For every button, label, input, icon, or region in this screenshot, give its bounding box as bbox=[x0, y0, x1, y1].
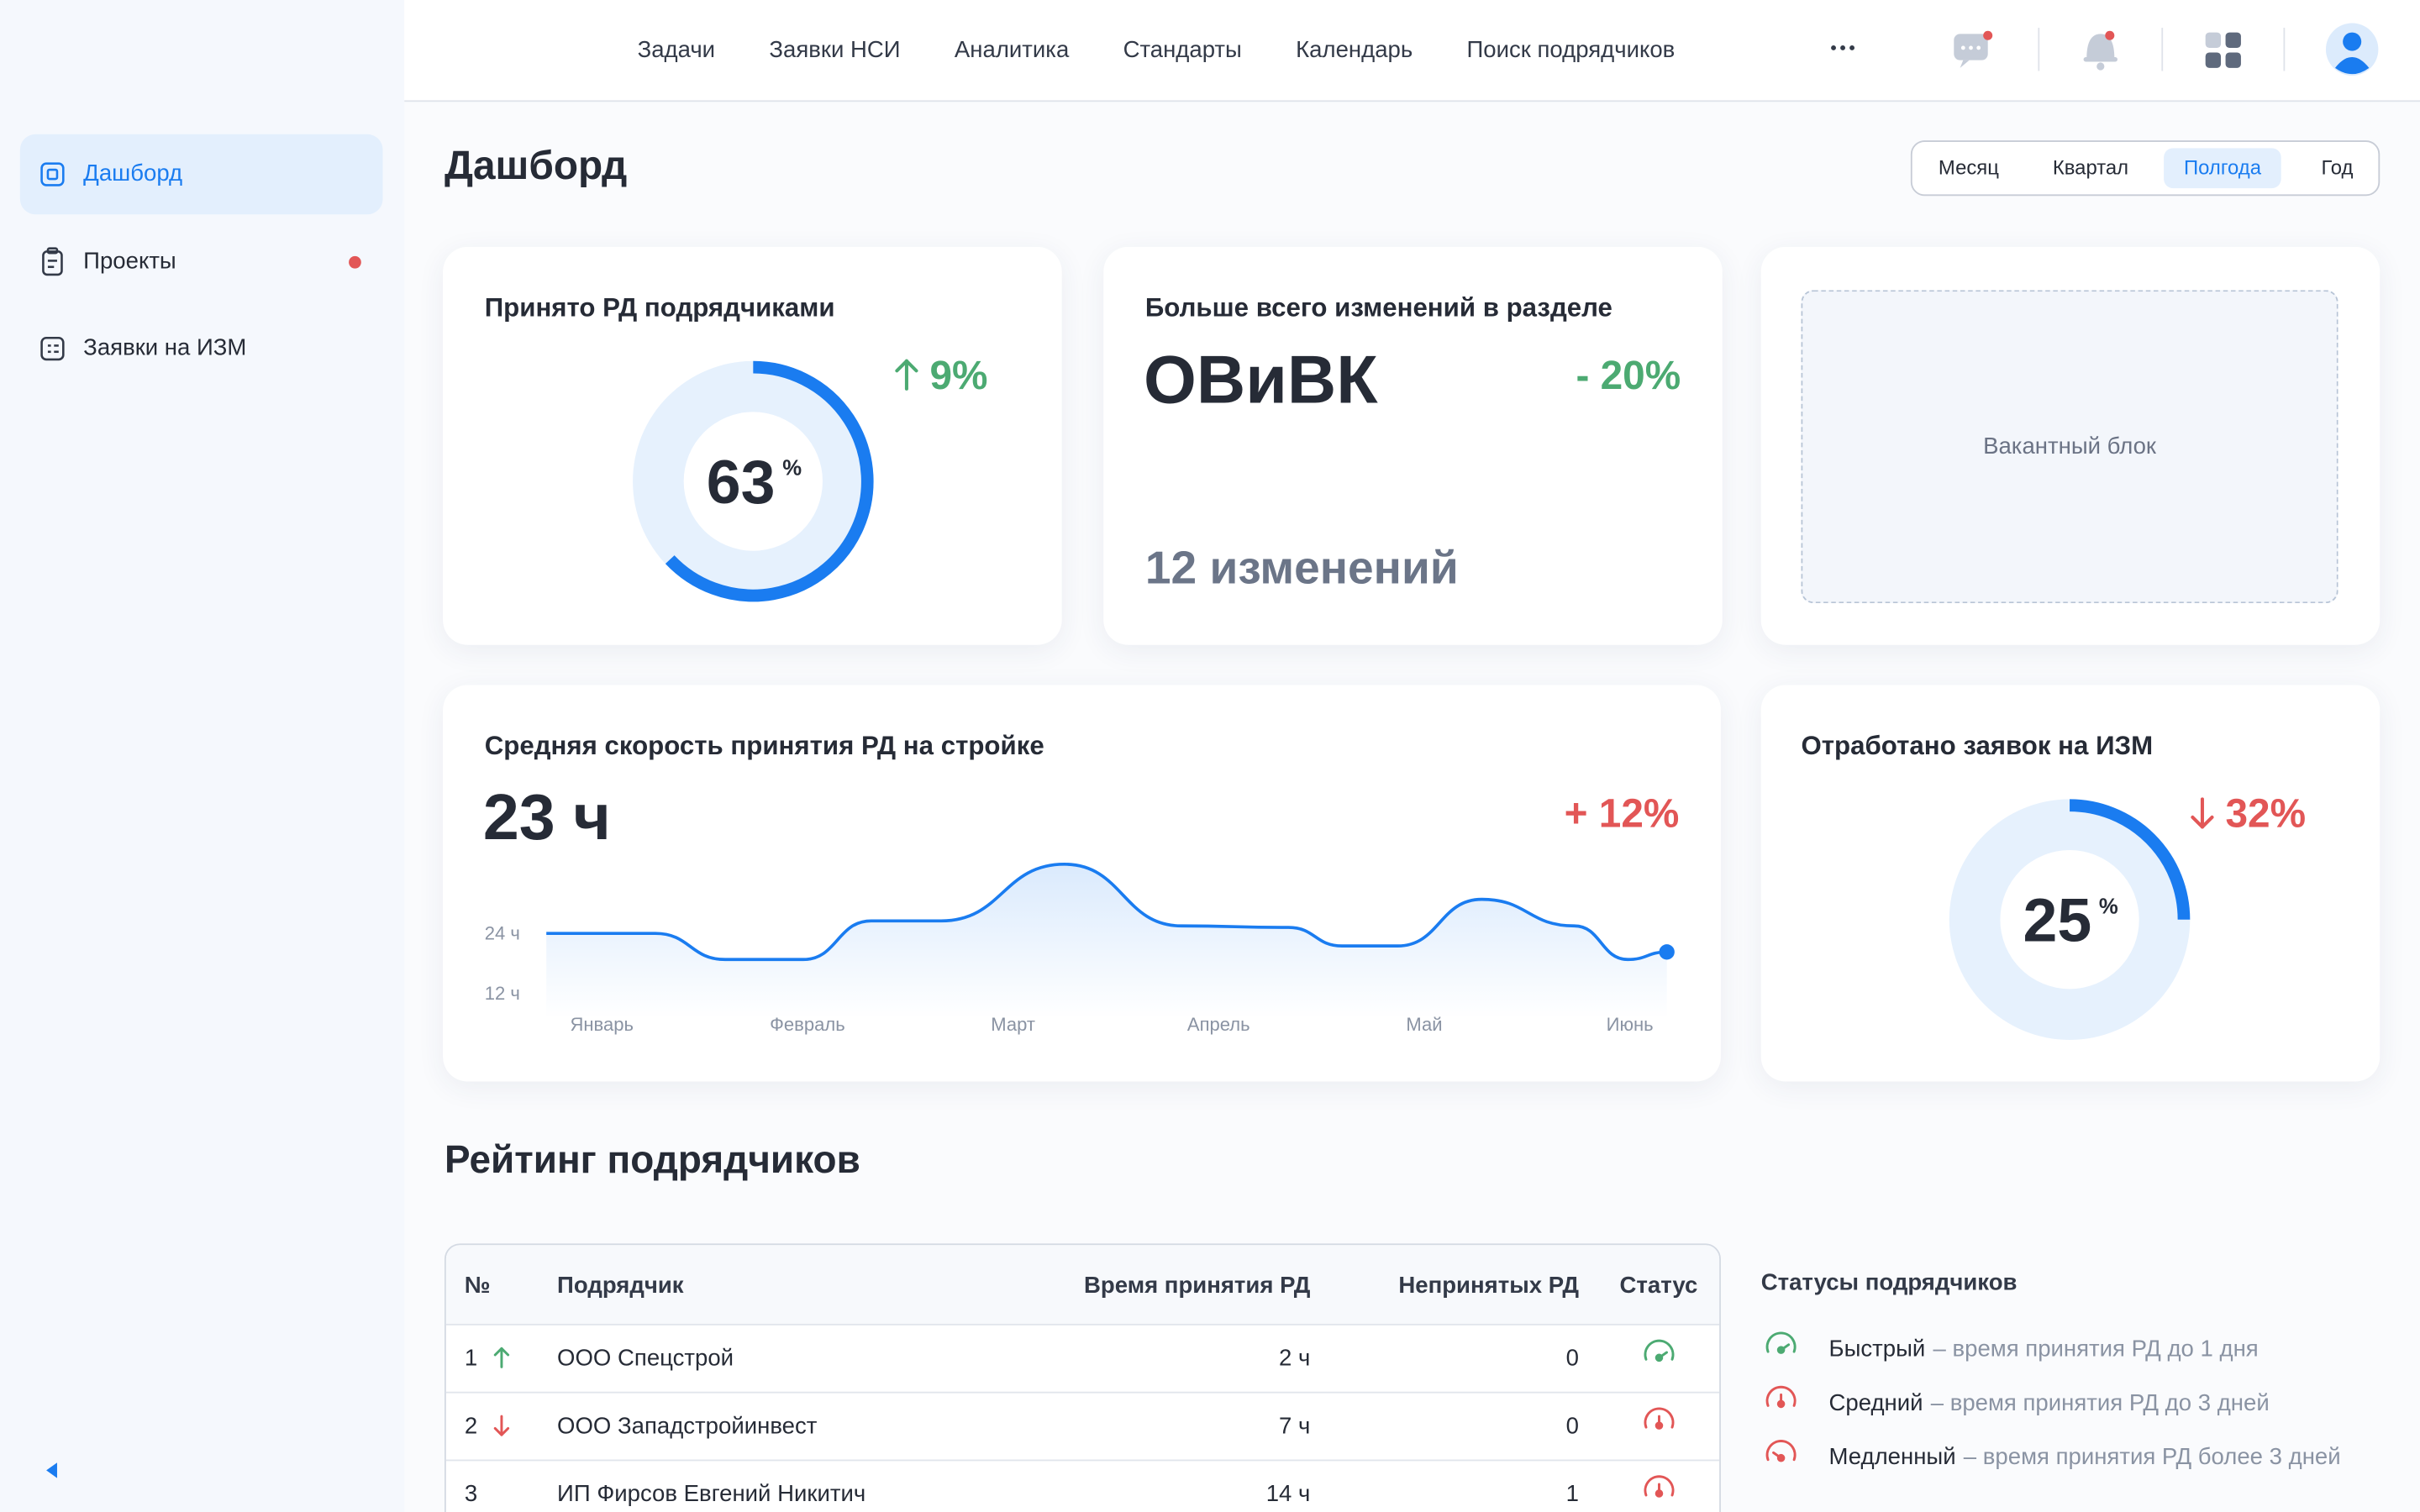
card-footer: 12 изменений bbox=[1144, 543, 1459, 595]
sidebar-item[interactable]: Заявки на ИЗМ bbox=[20, 308, 383, 389]
period-option[interactable]: Полгода bbox=[2164, 148, 2281, 189]
card-delta: - 20% bbox=[1576, 351, 1681, 398]
legend-name: Быстрый bbox=[1828, 1336, 1926, 1362]
table-header-cell: Непринятых РД bbox=[1398, 1273, 1579, 1299]
table-cell: 0 bbox=[1565, 1345, 1579, 1372]
table-cell: 2 bbox=[464, 1413, 478, 1440]
card-title: Средняя скорость принятия РД на стройке bbox=[484, 731, 1044, 761]
status-icon bbox=[1765, 1385, 1797, 1409]
table-cell: 1 bbox=[464, 1345, 478, 1372]
table-header-cell: Время принятия РД bbox=[1084, 1273, 1311, 1299]
card: Средняя скорость принятия РД на стройке … bbox=[443, 685, 1721, 1082]
header: Задачи Заявки НСИ Аналитика Стандарты Календ… bbox=[404, 0, 2420, 102]
card-headline: ОВиВК bbox=[1144, 342, 1378, 418]
card-delta: + 12% bbox=[1564, 790, 1680, 837]
placeholder-text: Вакантный блок bbox=[1983, 433, 2156, 460]
sidebar-label: Проекты bbox=[83, 247, 176, 275]
placeholder: Вакантный блок bbox=[1801, 290, 2338, 604]
legend-name: Медленный bbox=[1828, 1444, 1956, 1471]
table-header-cell: Статус bbox=[1619, 1273, 1698, 1299]
table-cell: ИП Фирсов Евгений Никитич bbox=[557, 1481, 866, 1508]
card: Вакантный блок bbox=[1760, 246, 2381, 645]
row-divider bbox=[445, 1391, 1720, 1394]
nav-item[interactable]: Задачи bbox=[637, 37, 716, 64]
table: № Подрядчик Время принятия РД Непринятых РД… bbox=[444, 1243, 1721, 1512]
period-option[interactable]: Год bbox=[2321, 155, 2354, 180]
table-cell: 1 bbox=[1565, 1481, 1579, 1508]
table-cell: ООО Спецстрой bbox=[557, 1345, 734, 1372]
legend-desc: – время принятия РД более 3 дней bbox=[1963, 1444, 2341, 1471]
card: Отработано заявок на ИЗМ bbox=[1760, 685, 2381, 1082]
legend-item: Средний – время принятия РД до 3 дней bbox=[1829, 1390, 2270, 1416]
legend-desc: – время принятия РД до 1 дня bbox=[1933, 1336, 2259, 1362]
card-title: Отработано заявок на ИЗМ bbox=[1801, 731, 2154, 761]
table-cell: 14 ч bbox=[1265, 1481, 1311, 1508]
row-divider bbox=[445, 1323, 1720, 1326]
table-cell: 7 ч bbox=[1279, 1413, 1311, 1440]
gauge-hub bbox=[1776, 1346, 1786, 1354]
nav-item[interactable]: Аналитика bbox=[954, 37, 1070, 64]
sidebar-item[interactable]: Дашборд bbox=[19, 134, 383, 215]
legend-item: Быстрый – время принятия РД до 1 дня bbox=[1829, 1336, 2259, 1362]
nav-item[interactable]: Календарь bbox=[1296, 37, 1413, 64]
gauge-hub bbox=[1776, 1399, 1786, 1409]
row-divider bbox=[445, 1459, 1720, 1462]
nav-item[interactable]: Заявки НСИ bbox=[769, 37, 901, 64]
period-option[interactable]: Квартал bbox=[2052, 155, 2129, 180]
card: Больше всего изменений в разделе ОВиВК -… bbox=[1103, 246, 1723, 645]
gauge-needle bbox=[1780, 1343, 1791, 1352]
card-title: Принято РД подрядчиками bbox=[484, 292, 835, 323]
section-title: Рейтинг подрядчиков bbox=[444, 1138, 860, 1182]
table-cell: 2 ч bbox=[1279, 1345, 1311, 1372]
gauge-arc bbox=[1765, 1440, 1797, 1462]
card-headline: 23 ч bbox=[482, 780, 611, 853]
sidebar-label: Дашборд bbox=[83, 160, 183, 187]
page-title: Дашборд bbox=[444, 141, 628, 189]
nav-item[interactable]: Стандарты bbox=[1123, 37, 1242, 64]
nav-item[interactable]: Поиск подрядчиков bbox=[1466, 37, 1676, 64]
gauge-arc bbox=[1765, 1385, 1797, 1407]
status-icon bbox=[1765, 1331, 1797, 1354]
period-switch: Месяц Квартал Полгода Год bbox=[1910, 140, 2381, 197]
table-cell: 3 bbox=[464, 1481, 478, 1508]
sidebar: Дашборд Проекты Заявки на ИЗМ bbox=[0, 0, 405, 1512]
nav-bar: Задачи Заявки НСИ Аналитика Стандарты Календ… bbox=[638, 0, 1676, 100]
gauge-needle bbox=[1772, 1451, 1783, 1460]
table-header-cell: Подрядчик bbox=[557, 1273, 684, 1299]
gauge-hub bbox=[1776, 1453, 1786, 1462]
card-title: Больше всего изменений в разделе bbox=[1144, 292, 1612, 323]
legend-title: Статусы подрядчиков bbox=[1760, 1269, 2018, 1296]
status-icon bbox=[1765, 1440, 1797, 1462]
badge bbox=[349, 255, 361, 268]
period-option[interactable]: Месяц bbox=[1938, 155, 1999, 180]
legend-name: Средний bbox=[1828, 1389, 1923, 1417]
legend-desc: – время принятия РД до 3 дней bbox=[1930, 1389, 2270, 1417]
table-cell: ООО Западстройинвест bbox=[557, 1413, 818, 1440]
sidebar-item[interactable]: Проекты bbox=[20, 222, 383, 302]
sidebar-label: Заявки на ИЗМ bbox=[83, 334, 247, 361]
card: Принято РД подрядчиками bbox=[443, 246, 1062, 645]
table-header bbox=[445, 1245, 1720, 1324]
gauge-arc bbox=[1765, 1331, 1797, 1353]
table-header-cell: № bbox=[464, 1273, 491, 1299]
table-cell: 0 bbox=[1565, 1413, 1579, 1440]
legend-item: Медленный – время принятия РД более 3 дне… bbox=[1829, 1444, 2341, 1470]
